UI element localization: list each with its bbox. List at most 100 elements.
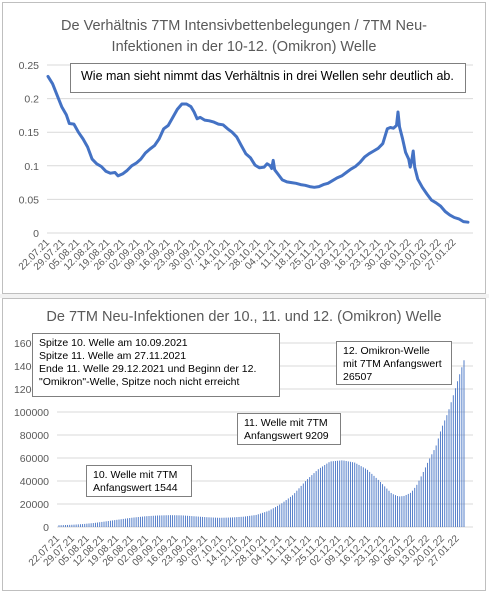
infections-bar xyxy=(360,466,362,527)
infections-bar xyxy=(442,425,444,527)
infections-bar xyxy=(180,515,182,527)
ratio-y-tick-label: 0.25 xyxy=(19,60,40,72)
infections-bar xyxy=(109,520,111,527)
infections-bar xyxy=(139,516,141,527)
infections-bar xyxy=(208,517,210,527)
infections-bar xyxy=(461,367,463,527)
infections-bar xyxy=(330,461,332,527)
infections-bar xyxy=(219,517,221,527)
infections-bar xyxy=(341,460,343,527)
infections-bar xyxy=(146,516,148,527)
infections-bar xyxy=(319,467,321,527)
infections-bar xyxy=(103,521,105,527)
infections-bar xyxy=(223,517,225,527)
infections-bar xyxy=(298,488,300,527)
infections-bar xyxy=(397,496,399,527)
wave-12-line-2: mit 7TM Anfangswert xyxy=(343,358,442,370)
infections-bar xyxy=(169,515,171,527)
infections-bar xyxy=(304,481,306,527)
infections-bar xyxy=(435,445,437,527)
infections-bar xyxy=(206,517,208,527)
ratio-chart-panel: De Verhältnis 7TM Intensivbettenbelegung… xyxy=(2,2,486,294)
infections-bar xyxy=(187,515,189,527)
infections-bar xyxy=(339,460,341,527)
infections-bar xyxy=(373,475,375,527)
infections-bar xyxy=(129,518,131,527)
infections-bar xyxy=(454,388,456,527)
infections-bar xyxy=(409,492,411,527)
infections-bar xyxy=(174,515,176,527)
infections-bar xyxy=(334,460,336,527)
ratio-chart-title: De Verhältnis 7TM Intensivbettenbelegung… xyxy=(3,16,485,58)
infections-bar xyxy=(135,517,137,527)
infections-bar xyxy=(199,516,201,527)
infections-bar xyxy=(375,477,377,527)
infections-bar xyxy=(390,492,392,527)
wave-peaks-note: Spitze 10. Welle am 10.09.2021 Spitze 11… xyxy=(32,333,280,397)
infections-y-tick-label: 60000 xyxy=(20,453,49,465)
infections-bar xyxy=(234,517,236,527)
infections-bar xyxy=(161,515,163,527)
infections-y-tick-label: 80000 xyxy=(20,430,49,442)
infections-bar xyxy=(99,522,101,527)
wave-peaks-line-3: Ende 11. Welle 29.12.2021 und Beginn der… xyxy=(39,363,257,375)
infections-bar xyxy=(388,490,390,527)
infections-bar xyxy=(307,479,309,527)
infections-bar xyxy=(191,516,193,527)
infections-bar xyxy=(217,517,219,527)
infections-bar xyxy=(142,516,144,527)
infections-bar xyxy=(354,462,356,527)
infections-bar xyxy=(289,496,291,527)
wave-10-line-2: Anfangswert 1544 xyxy=(93,482,178,494)
infections-bar xyxy=(249,515,251,527)
infections-bar xyxy=(122,518,124,527)
infections-bar xyxy=(418,480,420,527)
infections-bar xyxy=(405,494,407,527)
infections-bar xyxy=(328,462,330,527)
infections-bar xyxy=(362,467,364,527)
infections-bar xyxy=(277,505,279,527)
infections-bar xyxy=(450,402,452,527)
infections-bar xyxy=(463,360,465,527)
infections-bar xyxy=(225,517,227,527)
infections-bar xyxy=(446,415,448,527)
wave-12-line-3: 26507 xyxy=(343,371,373,383)
infections-bar xyxy=(399,496,401,527)
infections-bar xyxy=(429,458,431,527)
infections-bar xyxy=(422,471,424,527)
infections-bar xyxy=(287,498,289,527)
wave-10-note: 10. Welle mit 7TM Anfangswert 1544 xyxy=(86,465,192,497)
infections-bar xyxy=(392,494,394,527)
ratio-chart-annotation: Wie man sieht nimmt das Verhältnis in dr… xyxy=(70,63,466,93)
infections-bar xyxy=(379,481,381,527)
infections-bar xyxy=(212,517,214,527)
infections-bar xyxy=(58,525,60,527)
infections-bar xyxy=(424,467,426,527)
infections-bar xyxy=(144,516,146,527)
infections-bar xyxy=(69,524,71,527)
infections-bar xyxy=(189,515,191,527)
infections-bar xyxy=(120,519,122,527)
infections-bar xyxy=(326,463,328,527)
infections-bar xyxy=(210,517,212,527)
infections-bar xyxy=(412,490,414,527)
infections-bar xyxy=(84,523,86,527)
wave-12-line-1: 12. Omikron-Welle xyxy=(343,345,430,357)
infections-bar xyxy=(154,515,156,527)
infections-bar xyxy=(152,515,154,527)
wave-peaks-line-2: Spitze 11. Welle am 27.11.2021 xyxy=(39,350,187,362)
ratio-series-line xyxy=(46,74,470,224)
infections-bar xyxy=(82,524,84,527)
infections-bar xyxy=(229,517,231,527)
infections-bar xyxy=(64,525,66,527)
infections-bar xyxy=(251,515,253,527)
panel-divider xyxy=(0,294,489,298)
ratio-y-tick-label: 0.2 xyxy=(24,94,39,106)
infections-bar xyxy=(105,521,107,527)
infections-bar xyxy=(197,516,199,527)
infections-bar xyxy=(300,485,302,527)
infections-bar xyxy=(127,518,129,527)
infections-bar xyxy=(60,525,62,527)
infections-bar xyxy=(364,468,366,527)
infections-bar xyxy=(313,473,315,527)
